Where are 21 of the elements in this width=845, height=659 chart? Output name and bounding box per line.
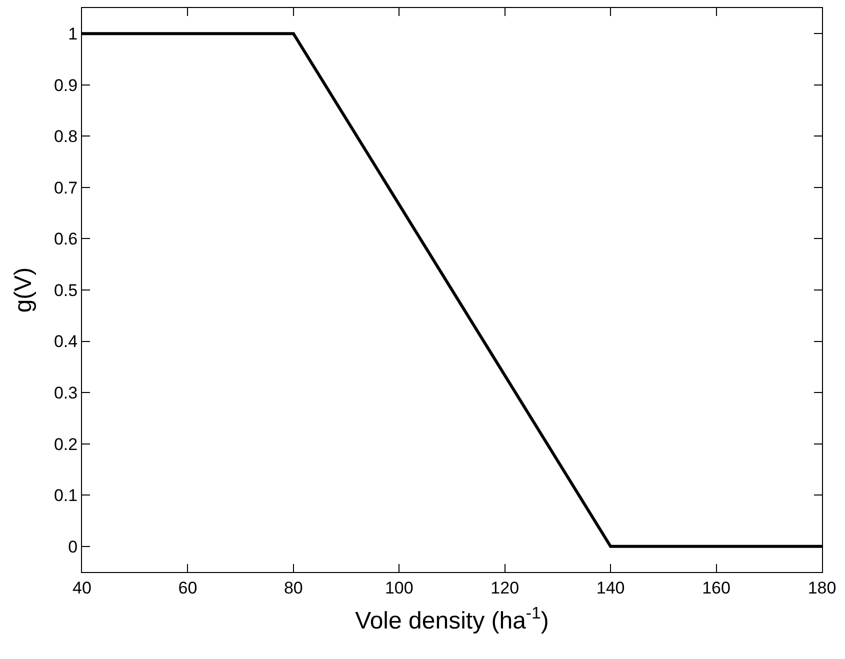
y-tick-label: 0.7: [54, 178, 78, 198]
y-tick-label: 0.1: [54, 486, 78, 506]
y-tick-label: 0.5: [54, 280, 78, 300]
y-tick-label: 1: [68, 24, 78, 44]
y-tick-label: 0.4: [54, 332, 78, 352]
x-tick-label: 180: [808, 578, 836, 598]
y-tick-label: 0.6: [54, 230, 78, 249]
x-tick-label: 120: [490, 578, 520, 598]
x-tick-label: 160: [702, 578, 730, 598]
x-tick-label: 140: [596, 578, 625, 598]
y-tick-label: 0.2: [54, 434, 78, 454]
x-tick-label: 60: [178, 578, 198, 598]
y-tick-label: 0.3: [54, 384, 78, 402]
y-tick-label: 0.8: [54, 127, 78, 146]
y-tick-label: 0: [68, 537, 78, 556]
x-axis-title: Vole density (ha$^{-1}$): [355, 604, 549, 635]
x-tick-label: 100: [384, 578, 414, 598]
y-tick-label: 0.9: [54, 76, 78, 95]
x-tick-label: 80: [284, 578, 303, 598]
x-tick-label: 40: [72, 578, 92, 598]
y-axis-title: g(V): [10, 267, 38, 313]
